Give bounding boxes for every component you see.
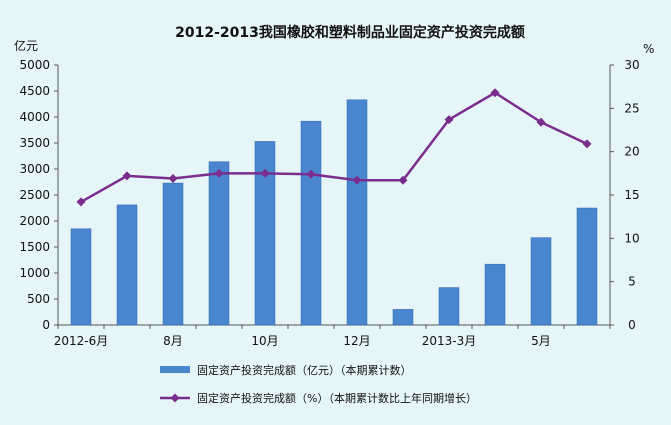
x-tick-label: 10月 xyxy=(251,334,278,348)
line-point xyxy=(122,171,132,181)
y-left-tick-label: 3500 xyxy=(19,136,50,150)
y-left-tick-label: 3000 xyxy=(19,162,50,176)
line-point xyxy=(398,175,408,185)
legend: 固定资产投资完成额（亿元）（本期累计数） 固定资产投资完成额（%）（本期累计数比… xyxy=(160,363,477,405)
bar xyxy=(162,182,184,326)
bar xyxy=(576,207,598,326)
legend-bar-swatch xyxy=(160,366,190,373)
bar xyxy=(254,141,276,326)
line-point xyxy=(260,168,270,178)
x-tick-label: 8月 xyxy=(163,334,183,348)
y-right-tick-label: 25 xyxy=(624,101,639,115)
bar xyxy=(208,161,230,326)
x-tick-label: 5月 xyxy=(531,334,551,348)
y-left-tick-label: 1000 xyxy=(19,266,50,280)
bar xyxy=(438,287,460,326)
line-point xyxy=(536,117,546,127)
y-left-tick-label: 5000 xyxy=(19,58,50,72)
y-right-tick-label: 5 xyxy=(628,275,636,289)
y-left-tick-label: 500 xyxy=(27,292,50,306)
y-left-tick-label: 4500 xyxy=(19,84,50,98)
y-left-tick-label: 4000 xyxy=(19,110,50,124)
bar xyxy=(392,309,414,326)
y-left-tick-label: 2500 xyxy=(19,188,50,202)
line-point xyxy=(490,88,500,98)
y-right-tick-label: 20 xyxy=(624,145,639,159)
axes-group: 0 500 1000 1500 2000 2500 3000 3500 4000 4500 5000… xyxy=(19,58,639,348)
line-series-group xyxy=(76,88,592,207)
bars-group xyxy=(70,99,598,326)
line-point xyxy=(76,197,86,207)
line-series-path xyxy=(80,91,588,204)
y-left-unit-label: 亿元 xyxy=(14,38,38,53)
bar xyxy=(484,263,506,326)
bar xyxy=(530,237,552,326)
legend-line-label: 固定资产投资完成额（%）（本期累计数比上年同期增长） xyxy=(197,391,477,405)
line-point xyxy=(306,169,316,179)
x-tick-label: 2013-3月 xyxy=(422,334,477,348)
y-right-tick-label: 15 xyxy=(624,188,639,202)
y-left-tick-label: 1500 xyxy=(19,240,50,254)
chart-title: 2012-2013我国橡胶和塑料制品业固定资产投资完成额 xyxy=(175,24,525,41)
bar xyxy=(346,99,368,326)
legend-line-marker xyxy=(170,393,180,403)
y-right-unit-label: % xyxy=(643,42,654,56)
y-right-tick-label: 0 xyxy=(628,318,636,332)
bar xyxy=(70,228,92,326)
y-left-tick-label: 0 xyxy=(42,318,50,332)
line-point xyxy=(444,115,454,125)
line-point xyxy=(214,168,224,178)
y-left-tick-label: 2000 xyxy=(19,214,50,228)
bar xyxy=(116,204,138,326)
line-point xyxy=(582,139,592,149)
legend-bar-label: 固定资产投资完成额（亿元）（本期累计数） xyxy=(197,363,412,377)
bar xyxy=(300,120,322,326)
y-right-tick-label: 10 xyxy=(624,231,639,245)
x-tick-label: 12月 xyxy=(343,334,370,348)
y-right-tick-label: 30 xyxy=(624,58,639,72)
line-point xyxy=(168,174,178,184)
line-point xyxy=(352,175,362,185)
x-tick-label: 2012-6月 xyxy=(54,334,109,348)
